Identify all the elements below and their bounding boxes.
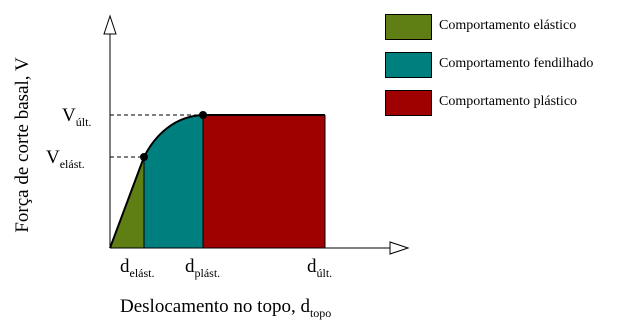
x-axis-label: Deslocamento no topo, dtopo (120, 296, 331, 320)
d-plast-label: dplást. (185, 256, 220, 280)
d-elast-label: delást. (120, 256, 155, 280)
elastic-limit-point (140, 153, 148, 161)
legend-label-plastic: Comportamento plástico (439, 94, 578, 109)
y-axis-label: Força de corte basal, V (12, 57, 33, 233)
legend-swatch-elastic (385, 14, 432, 40)
x-axis-arrow-icon (389, 241, 410, 255)
legend-label-cracked: Comportamento fendilhado (439, 56, 594, 71)
cracked-region (144, 115, 203, 248)
v-ult-label: Vúlt. (62, 105, 91, 129)
y-axis-arrow-icon (103, 14, 117, 35)
v-elast-label: Velást. (46, 147, 85, 171)
d-ult-label: dúlt. (307, 256, 332, 280)
plastic-region (203, 115, 325, 248)
legend-swatch-plastic (385, 90, 432, 116)
legend-label-elastic: Comportamento elástico (439, 18, 577, 33)
legend-swatch-cracked (385, 52, 432, 78)
plastic-limit-point (199, 111, 207, 119)
